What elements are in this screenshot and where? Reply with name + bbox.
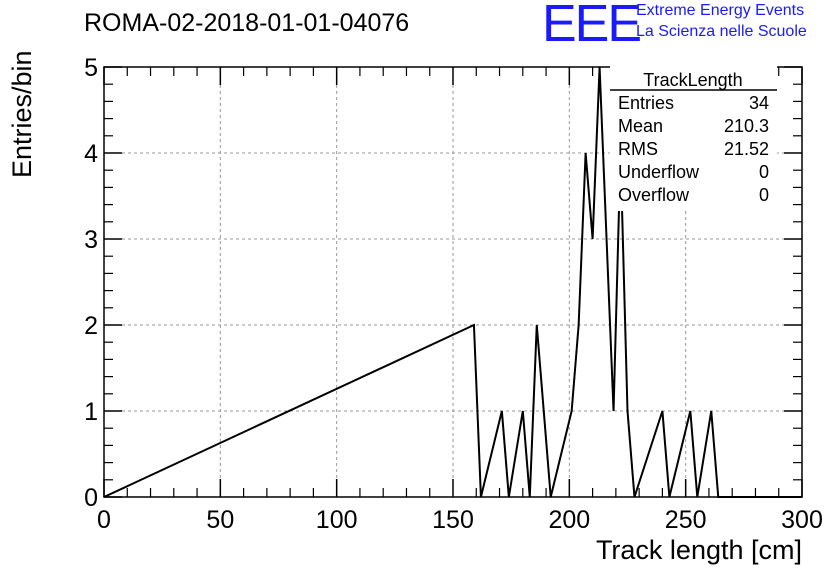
y-tick-label: 1: [84, 398, 98, 426]
stats-row-value: 210.3: [724, 116, 769, 136]
stats-row-value: 34: [749, 93, 769, 113]
stats-row-value: 0: [759, 185, 769, 205]
stats-rows: Entries 34 Mean 210.3 RMS 21.52 Underflow 0 Over…: [618, 93, 769, 205]
y-tick-label: 4: [84, 140, 98, 168]
histogram-line: [103, 66, 802, 498]
stats-row-label: RMS: [618, 139, 658, 159]
stats-row-value: 0: [759, 162, 769, 182]
histogram-bin: [614, 411, 621, 497]
stats-row-value: 21.52: [724, 139, 769, 159]
x-tick-label: 300: [781, 506, 823, 534]
x-tick-label: 50: [206, 506, 234, 534]
histogram-bin: [572, 411, 579, 497]
logo-subtitle-2: La Scienza nelle Scuole: [636, 23, 807, 40]
stats-row-label: Entries: [618, 93, 674, 113]
logo-subtitle-1: Extreme Energy Events: [636, 2, 805, 19]
x-axis-label: Track length [cm]: [596, 535, 802, 565]
eee-logo: EEE: [542, 0, 642, 53]
y-tick-label: 0: [84, 484, 98, 512]
stats-box: TrackLength Entries 34 Mean 210.3 RMS 21.52 Un…: [610, 66, 777, 211]
x-tick-label: 250: [665, 506, 707, 534]
histogram-bin: [593, 239, 600, 497]
run-title: ROMA-02-2018-01-01-04076: [84, 9, 410, 37]
stats-box-title: TrackLength: [643, 70, 742, 90]
y-tick-label: 3: [84, 226, 98, 254]
y-tick-label: 5: [84, 54, 98, 82]
x-tick-label: 0: [97, 506, 111, 534]
y-tick-label: 2: [84, 312, 98, 340]
plot-frame: [103, 66, 803, 498]
stats-row-label: Mean: [618, 116, 663, 136]
y-axis-label: Entries/bin: [7, 50, 37, 178]
x-tick-label: 150: [432, 506, 474, 534]
x-tick-label: 200: [548, 506, 590, 534]
stats-row-label: Underflow: [618, 162, 700, 182]
stats-row-label: Overflow: [618, 185, 690, 205]
x-tick-label: 100: [316, 506, 358, 534]
